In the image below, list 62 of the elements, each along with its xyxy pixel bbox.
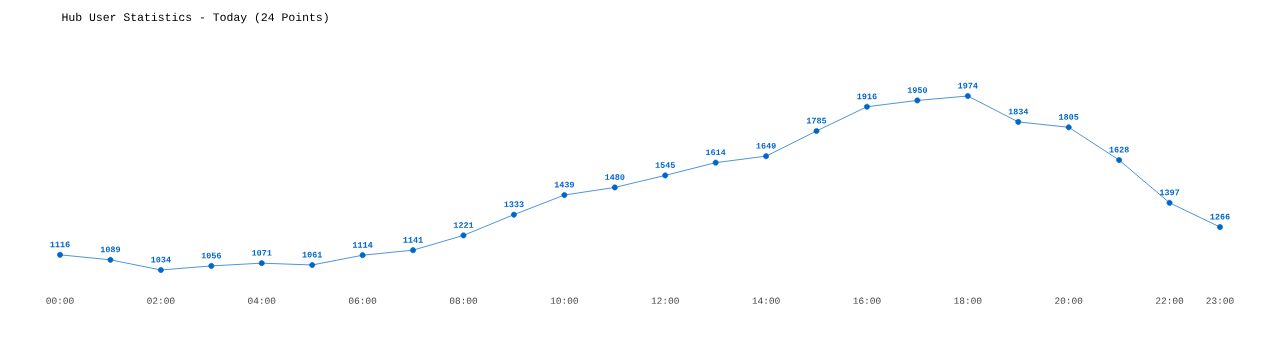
point	[1116, 157, 1123, 163]
x-tick-label: 20:00	[1055, 297, 1083, 304]
data-label: 1916	[857, 93, 877, 100]
point	[410, 247, 416, 254]
point	[712, 159, 719, 166]
point	[813, 128, 820, 134]
data-label: 1614	[706, 149, 726, 156]
point	[1166, 199, 1173, 206]
point	[107, 256, 114, 263]
data-label: 1805	[1059, 114, 1079, 120]
data-label: 1974	[958, 82, 978, 89]
point	[460, 232, 467, 239]
x-tick-label: 02:00	[147, 297, 175, 304]
data-label: 1089	[100, 246, 121, 253]
data-label: 1834	[1008, 108, 1029, 115]
x-tick-label: 08:00	[449, 297, 478, 304]
point	[258, 260, 265, 267]
point	[309, 262, 316, 268]
point	[57, 251, 63, 258]
x-tick-label: 12:00	[651, 297, 679, 304]
data-label: 1116	[50, 241, 70, 248]
data-label: 1056	[201, 252, 221, 259]
x-tick-label: 10:00	[550, 297, 578, 304]
data-label: 1221	[453, 222, 474, 228]
data-label: 1950	[907, 87, 928, 93]
point	[208, 262, 215, 269]
point	[964, 93, 971, 99]
data-label: 1785	[806, 117, 827, 124]
point	[1217, 224, 1223, 230]
data-label: 1141	[403, 237, 423, 243]
x-tick-label: 18:00	[954, 297, 982, 304]
data-label: 1649	[756, 142, 776, 149]
data-label: 1034	[151, 256, 171, 263]
point	[763, 153, 770, 160]
point	[1015, 118, 1022, 125]
x-tick-label: 06:00	[348, 297, 377, 304]
data-label: 1628	[1109, 146, 1129, 153]
x-tick-label: 23:00	[1206, 297, 1234, 304]
point	[561, 192, 568, 198]
point	[864, 103, 870, 110]
data-label: 1480	[605, 174, 625, 180]
point	[611, 184, 618, 191]
point	[1065, 124, 1072, 131]
data-label: 1333	[504, 201, 524, 208]
data-label: 1061	[302, 251, 322, 258]
data-label: 1439	[554, 181, 574, 188]
data-label: 1114	[353, 242, 373, 248]
chart-title: Hub User Statistics - Today (24 Points)	[62, 12, 328, 24]
point	[359, 252, 366, 259]
x-tick-label: 04:00	[248, 297, 276, 304]
x-tick-label: 14:00	[752, 297, 780, 304]
point	[914, 97, 921, 104]
x-tick-label: 00:00	[46, 297, 74, 304]
data-label: 1545	[655, 162, 675, 168]
x-tick-label: 16:00	[853, 297, 881, 304]
point	[157, 267, 164, 273]
data-label: 1071	[252, 249, 272, 256]
data-label: 1266	[1210, 213, 1230, 220]
x-tick-label: 22:00	[1156, 297, 1184, 304]
point	[662, 172, 669, 179]
point	[510, 211, 517, 218]
data-label: 1397	[1159, 189, 1180, 196]
